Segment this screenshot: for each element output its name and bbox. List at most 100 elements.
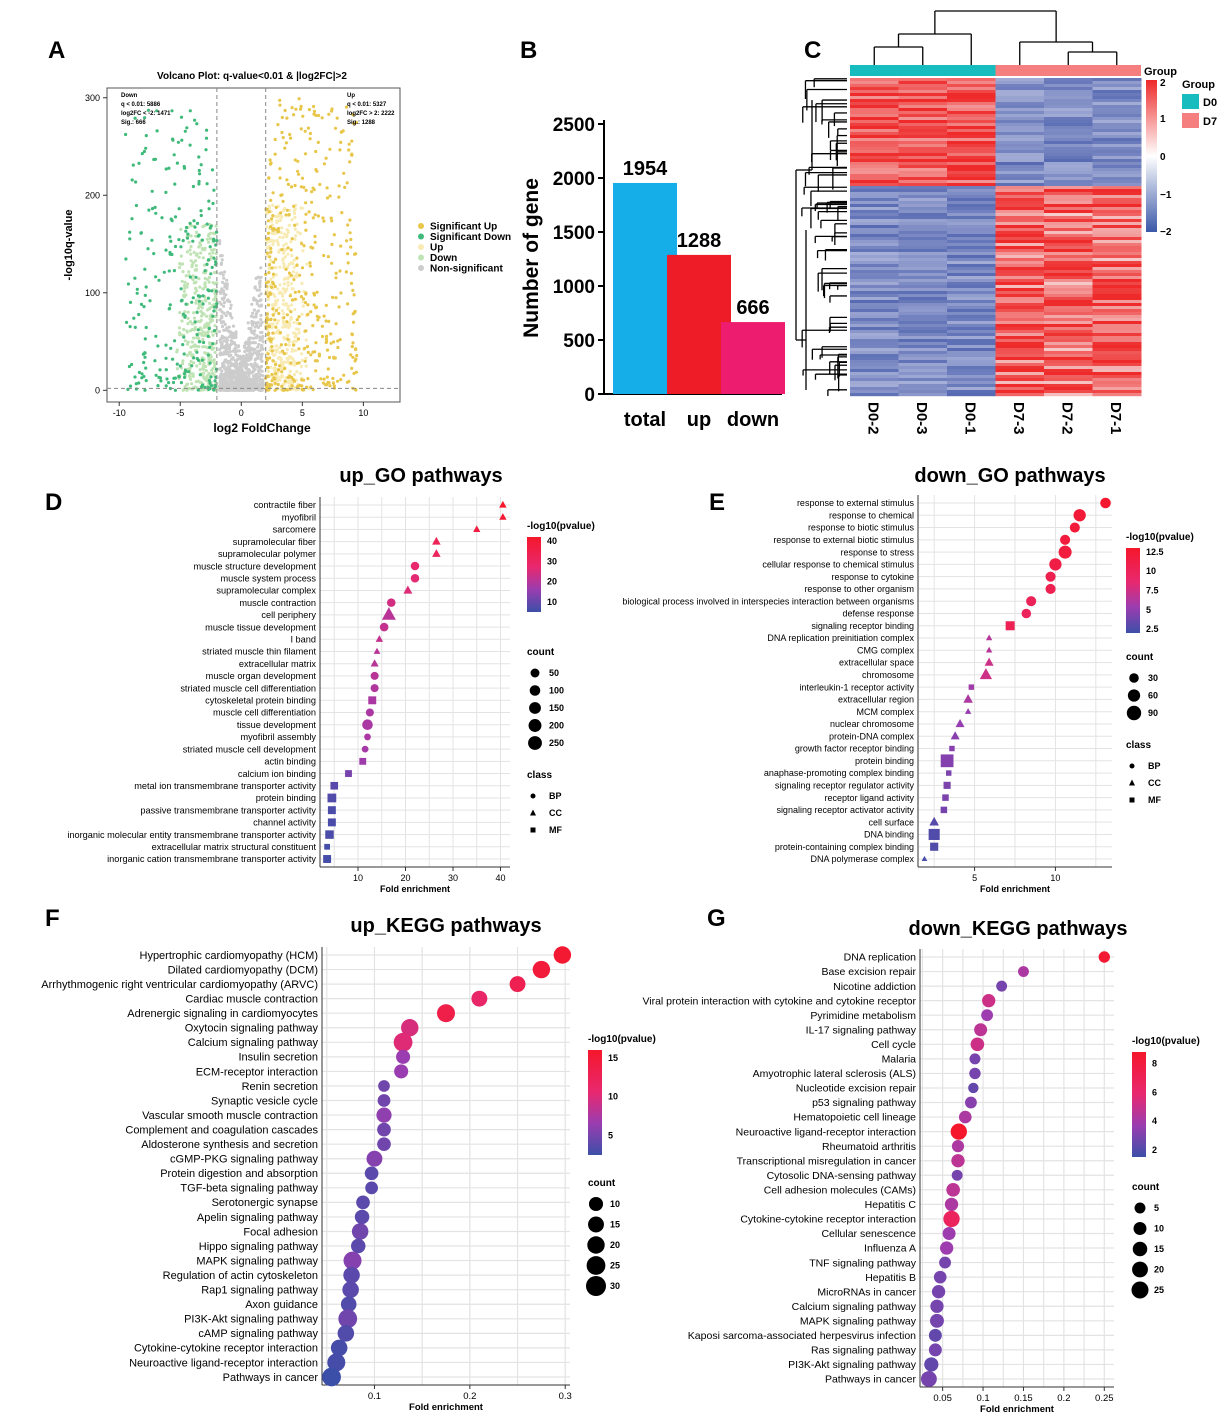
up-point (271, 242, 275, 246)
down-point (211, 333, 215, 337)
heat-cell (1092, 216, 1142, 220)
sig-down-point (191, 296, 195, 300)
color-legend-tick: 5 (608, 1131, 613, 1141)
heat-cell (947, 372, 996, 376)
sig-up-point (322, 219, 326, 223)
sig-up-point (309, 353, 313, 357)
up-point (300, 312, 304, 316)
sig-up-point (346, 223, 350, 227)
term-label: response to external biotic stimulus (773, 535, 914, 545)
y-tick-label: 1500 (553, 223, 595, 244)
sig-down-point (208, 345, 212, 349)
heat-cell (1092, 219, 1142, 223)
sig-up-point (330, 242, 334, 246)
term-label: MicroRNAs in cancer (817, 1286, 916, 1298)
up-point (280, 309, 284, 313)
heat-cell (995, 279, 1045, 283)
nonsig-point (235, 369, 239, 373)
term-marker (359, 757, 367, 765)
nonsig-point (234, 375, 238, 379)
color-legend-tick: 20 (547, 577, 557, 587)
heat-cell (850, 87, 899, 91)
sig-up-point (306, 377, 310, 381)
term-marker (1073, 509, 1086, 522)
sig-down-point (139, 302, 144, 306)
heat-cell (947, 120, 996, 124)
heat-cell (1092, 123, 1142, 127)
column-label: D7-3 (1010, 402, 1027, 435)
heat-cell (1092, 120, 1142, 124)
heat-cell (1044, 228, 1093, 232)
heat-cell (947, 219, 996, 223)
heat-cell (1092, 375, 1142, 379)
y-tick-label: 200 (85, 190, 100, 200)
up-point (281, 287, 285, 291)
down-point (197, 345, 201, 349)
down-point (210, 248, 214, 252)
heat-cell (995, 294, 1045, 298)
sig-up-point (322, 162, 326, 166)
sig-up-point (271, 307, 275, 311)
up-point (294, 327, 298, 331)
size-legend-label: 50 (549, 668, 559, 678)
nonsig-point (230, 357, 234, 361)
sig-down-point (180, 138, 184, 142)
heat-cell (850, 288, 899, 292)
nonsig-point (259, 303, 264, 307)
up-point (280, 226, 284, 230)
size-legend-label: 10 (1154, 1224, 1164, 1234)
sig-up-point (265, 365, 269, 369)
heat-cell (898, 330, 948, 334)
sig-down-point (140, 376, 144, 380)
sig-up-point (328, 147, 332, 151)
panel-label-f: F (45, 905, 60, 932)
down-point (183, 339, 187, 343)
nonsig-point (225, 340, 229, 344)
sig-up-point (337, 184, 341, 188)
sig-down-point (214, 260, 218, 264)
nonsig-point (238, 369, 242, 373)
sig-down-point (197, 340, 201, 344)
heat-cell (947, 222, 996, 226)
down-point (187, 240, 191, 244)
sig-up-point (316, 140, 320, 144)
term-marker (338, 1309, 358, 1329)
heat-cell (995, 234, 1045, 238)
down-point (194, 301, 198, 305)
nonsig-point (224, 367, 228, 372)
heat-cell (850, 360, 899, 364)
down-point (199, 251, 203, 255)
heat-cell (850, 150, 899, 154)
term-label: passive transmembrane transporter activi… (140, 805, 316, 815)
heat-cell (898, 273, 948, 277)
down-point (205, 314, 209, 318)
sig-up-point (310, 200, 314, 204)
up-point (294, 234, 298, 238)
panel-label-g: G (707, 905, 726, 932)
x-tick-label: 0.2 (1057, 1393, 1070, 1404)
down-point (183, 310, 187, 314)
heat-cell (898, 201, 948, 205)
heat-cell (947, 291, 996, 295)
size-legend-label: 20 (1154, 1265, 1164, 1275)
heat-cell (898, 183, 948, 187)
heat-cell (1092, 273, 1142, 277)
up-point (287, 340, 291, 344)
heat-cell (850, 240, 899, 244)
sig-up-point (327, 112, 331, 116)
heat-cell (1092, 255, 1142, 259)
heat-cell (898, 144, 948, 148)
sig-down-point (183, 129, 187, 133)
heat-cell (995, 249, 1045, 253)
heat-cell (898, 150, 948, 154)
heat-cell (1092, 297, 1142, 301)
term-label: Neuroactive ligand-receptor interaction (736, 1126, 917, 1138)
heat-cell (1044, 213, 1093, 217)
sig-up-point (332, 355, 336, 359)
legend-label: Significant Up (430, 222, 497, 233)
sig-down-point (195, 333, 199, 337)
down-point (180, 279, 184, 283)
down-point (198, 326, 202, 330)
down-point (193, 325, 197, 330)
heat-cell (898, 156, 948, 160)
